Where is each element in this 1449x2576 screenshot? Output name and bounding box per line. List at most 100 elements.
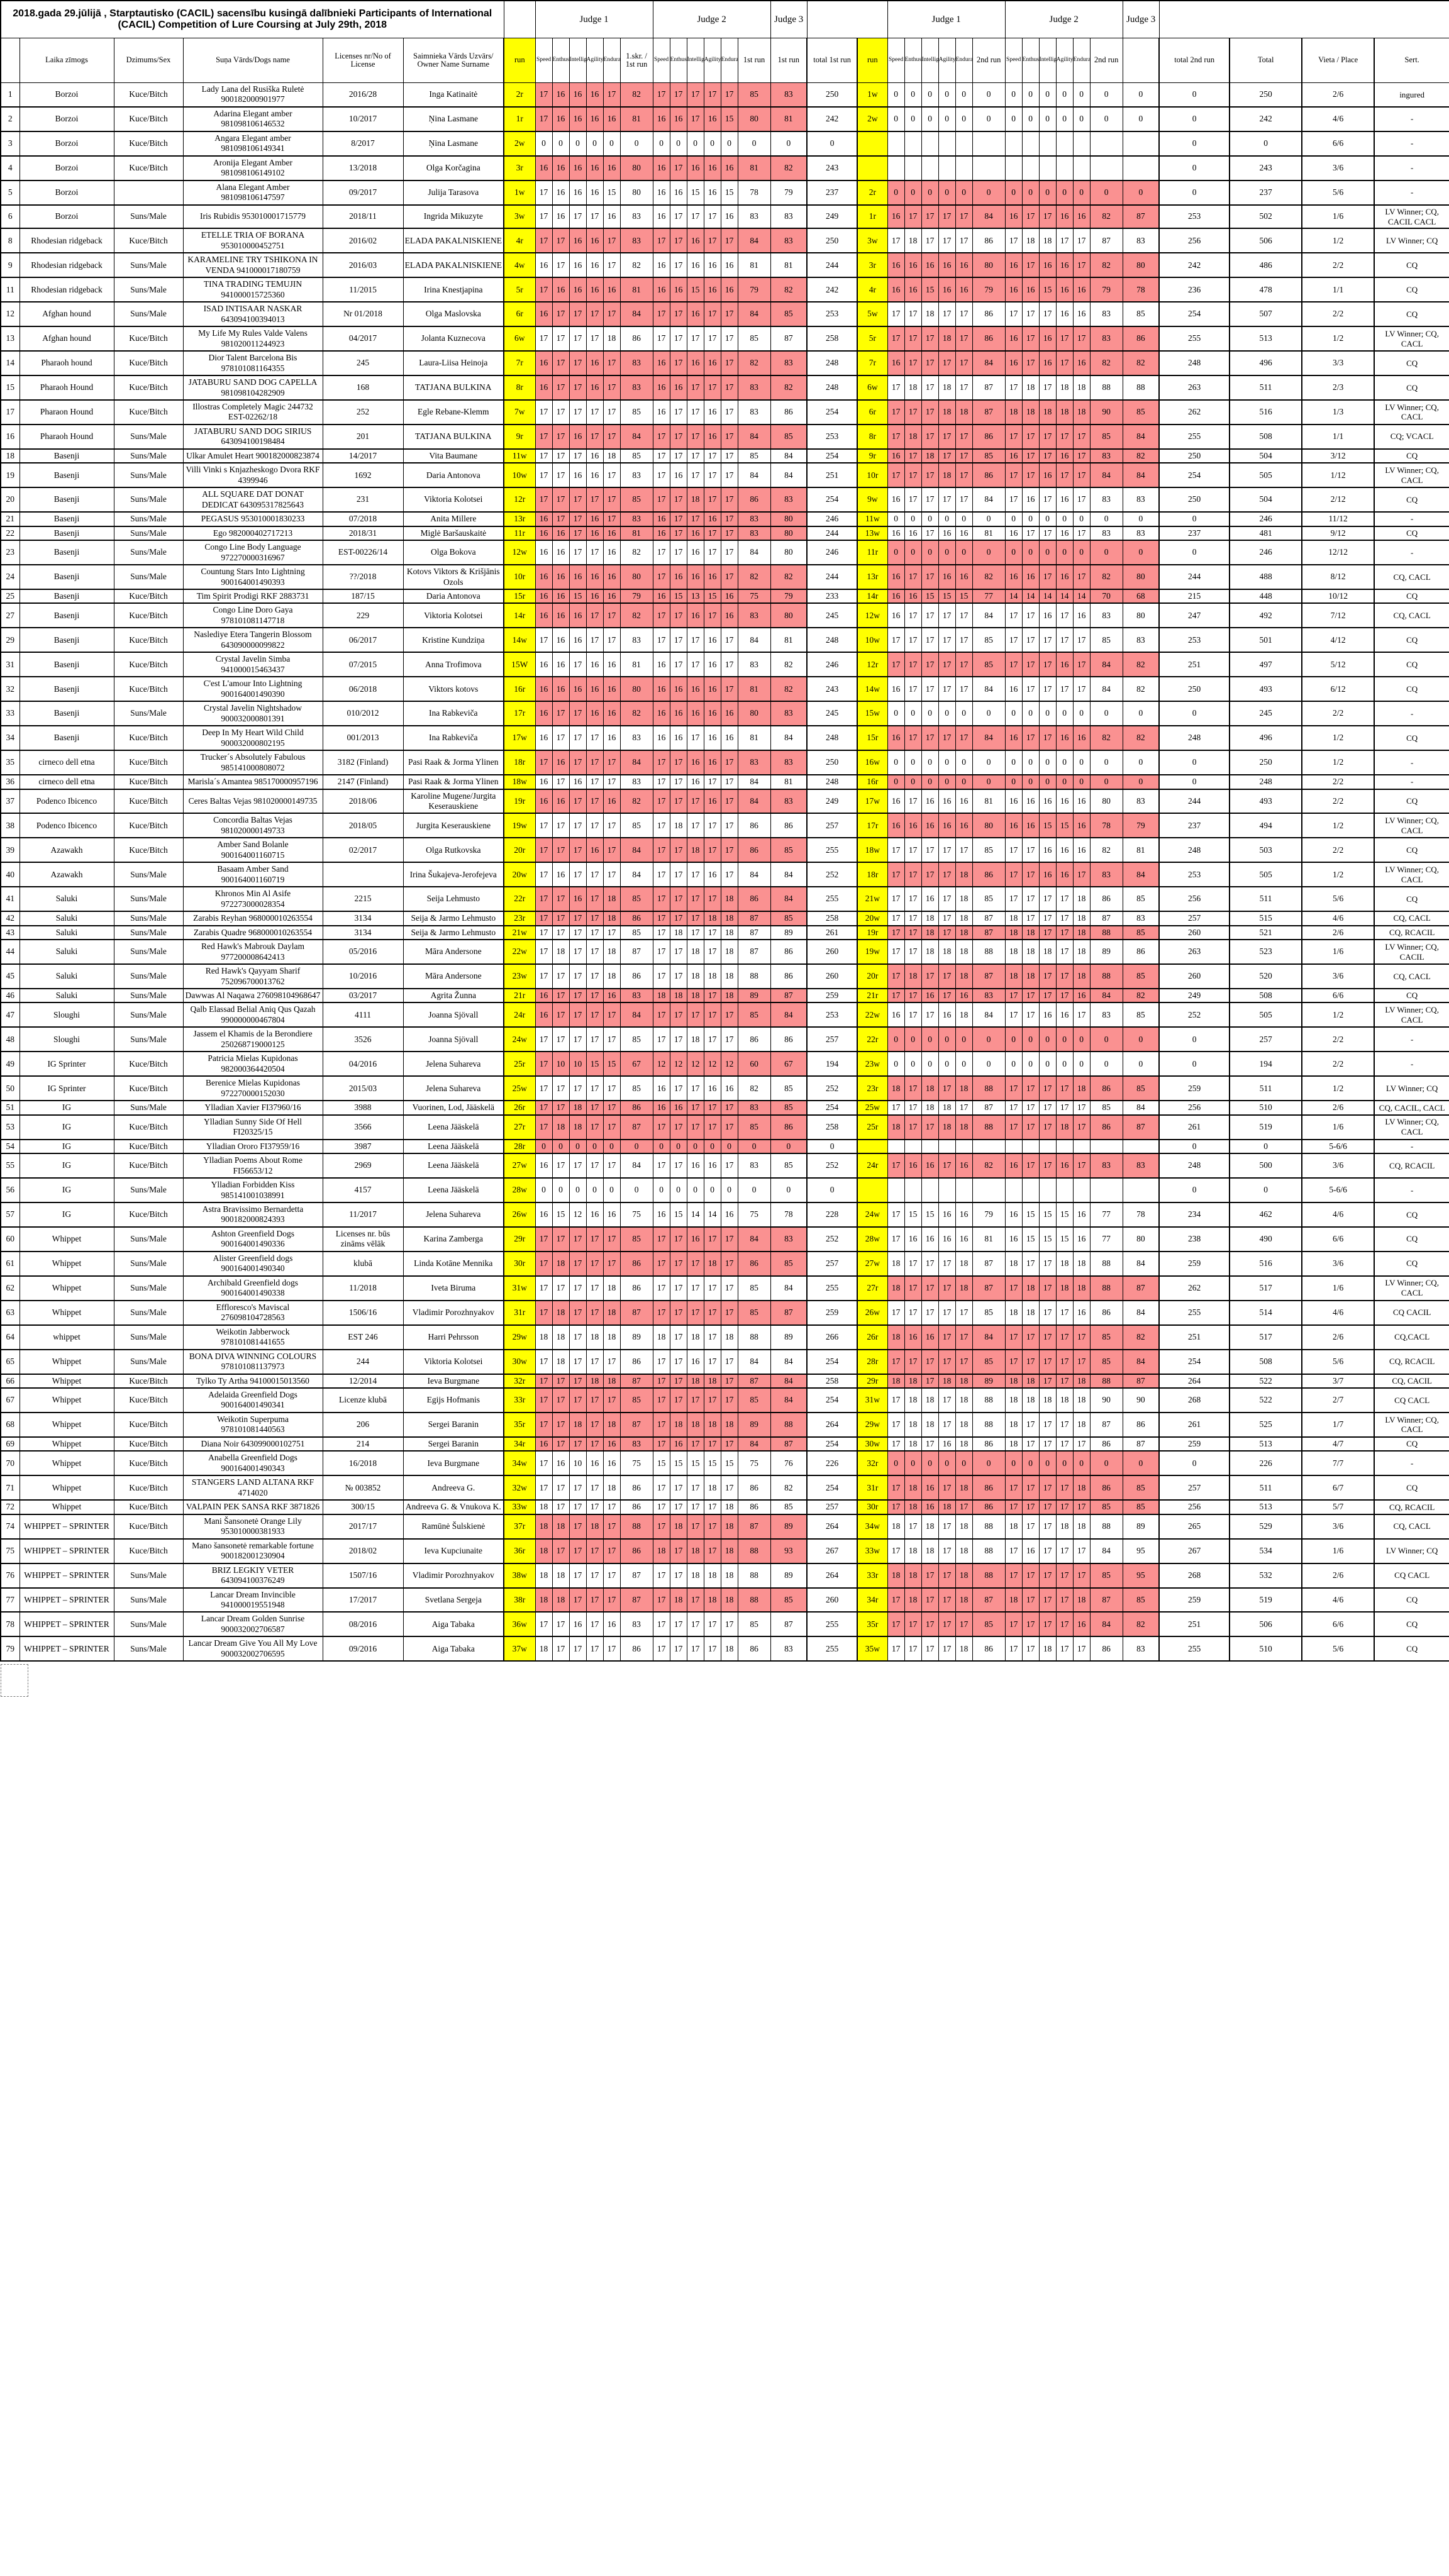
sex-cell[interactable]: Kuce/Bitch (113, 82, 184, 108)
breed-cell[interactable]: Pharaoh hound (19, 350, 114, 377)
judge1-run2-score-cell[interactable]: 17 (955, 448, 973, 464)
judge2-run2-score-cell[interactable] (1004, 131, 1023, 157)
judge2-run2-score-cell[interactable]: 17 (1055, 627, 1074, 653)
judge2-run1-score-cell[interactable]: 17 (686, 1002, 704, 1028)
judge2-run1-score-cell[interactable]: 16 (652, 399, 670, 425)
col-header-sex[interactable]: Dzimums/Sex (113, 38, 184, 83)
judge2-run2-score-cell[interactable]: 17 (1055, 1412, 1074, 1438)
judge3-run2-total-cell[interactable]: 0 (1122, 701, 1160, 727)
judge2-run1-score-cell[interactable]: 17 (669, 204, 687, 230)
breed-cell[interactable]: Whippet (19, 1475, 114, 1501)
judge2-run2-sum-cell[interactable]: 0 (1089, 540, 1123, 566)
judge2-run2-score-cell[interactable]: 17 (1038, 564, 1057, 590)
sex-cell[interactable]: Suns/Male (113, 1324, 184, 1350)
judge2-run1-score-cell[interactable]: 17 (669, 1153, 687, 1179)
judge1-run1-score-cell[interactable]: 17 (586, 326, 604, 352)
judge1-run2-score-cell[interactable]: 17 (921, 564, 939, 590)
total-run2-cell[interactable]: 259 (1158, 1075, 1230, 1102)
judge1-run1-score-cell[interactable]: 17 (602, 813, 621, 839)
run2-order-cell[interactable]: 1r (857, 204, 888, 230)
judge1-run2-score-cell[interactable]: 16 (887, 204, 905, 230)
judge1-run1-score-cell[interactable]: 17 (535, 1611, 553, 1638)
judge1-run1-score-cell[interactable]: 18 (602, 448, 621, 464)
judge2-run1-score-cell[interactable]: 15 (703, 1450, 721, 1477)
judge2-run1-score-cell[interactable]: 16 (686, 526, 704, 541)
judge2-run2-score-cell[interactable]: 16 (1021, 1538, 1040, 1564)
judge1-run2-score-cell[interactable]: 18 (921, 1412, 939, 1438)
judge2-run1-score-cell[interactable]: 17 (669, 1114, 687, 1140)
judge2-run2-score-cell[interactable]: 0 (1004, 180, 1023, 206)
judge2-run2-score-cell[interactable]: 17 (1055, 939, 1074, 965)
breed-cell[interactable]: Afghan hound (19, 301, 114, 328)
breed-cell[interactable]: Whippet (19, 1349, 114, 1375)
total-run2-cell[interactable]: 263 (1158, 375, 1230, 401)
judge1-run1-score-cell[interactable]: 17 (586, 750, 604, 776)
judge1-run2-score-cell[interactable]: 15 (921, 277, 939, 303)
dog-name-cell[interactable]: Naslediye Etera Tangerin Blossom 6430900… (182, 627, 323, 653)
owner-cell[interactable]: Seija & Jarmo Lehmusto (402, 925, 504, 941)
judge3-run1-total-cell[interactable]: 85 (770, 424, 808, 450)
judge1-run1-score-cell[interactable]: 17 (602, 862, 621, 888)
place-cell[interactable]: 6/6 (1301, 1226, 1375, 1252)
judge2-run1-score-cell[interactable]: 17 (720, 424, 738, 450)
judge1-run2-score-cell[interactable]: 17 (904, 652, 922, 678)
run2-order-cell[interactable]: 20r (857, 963, 888, 989)
total-run2-cell[interactable]: 250 (1158, 676, 1230, 702)
sex-cell[interactable]: Suns/Male (113, 1300, 184, 1326)
judge2-run1-score-cell[interactable]: 16 (703, 155, 721, 181)
judge3-run2-total-cell[interactable]: 87 (1122, 1374, 1160, 1389)
judge2-run2-score-cell[interactable]: 17 (1072, 424, 1091, 450)
judge1-run2-score-cell[interactable]: 17 (921, 375, 939, 401)
grand-total-cell[interactable]: 462 (1229, 1202, 1302, 1228)
license-cell[interactable]: 02/2017 (322, 837, 404, 863)
grand-total-cell[interactable]: 248 (1229, 774, 1302, 790)
total-run2-cell[interactable]: 0 (1158, 180, 1230, 206)
license-cell[interactable]: 2215 (322, 886, 404, 913)
judge1-run2-score-cell[interactable]: 17 (904, 1514, 922, 1540)
judge1-run2-score-cell[interactable]: 17 (904, 350, 922, 377)
judge2-run2-score-cell[interactable]: 17 (1038, 424, 1057, 450)
judge2-run1-score-cell[interactable]: 17 (703, 1387, 721, 1413)
judge1-run1-score-cell[interactable]: 17 (569, 1026, 587, 1053)
judge2-run2-sum-cell[interactable]: 83 (1089, 1153, 1123, 1179)
row-number[interactable]: 20 (0, 487, 20, 513)
judge1-run2-score-cell[interactable]: 0 (955, 1051, 973, 1077)
judge2-run1-score-cell[interactable]: 17 (652, 963, 670, 989)
judge1-run2-score-cell[interactable]: 17 (904, 837, 922, 863)
judge1-run1-sum-cell[interactable]: 88 (619, 1514, 653, 1540)
judge1-run2-score-cell[interactable]: 18 (955, 1538, 973, 1564)
sert-cell[interactable]: CQ (1374, 837, 1449, 863)
judge2-run2-score-cell[interactable]: 17 (1072, 1563, 1091, 1589)
judge2-run1-score-cell[interactable]: 16 (652, 375, 670, 401)
judge2-run2-score-cell[interactable]: 18 (1072, 963, 1091, 989)
judge1-run2-score-cell[interactable]: 16 (955, 1226, 973, 1252)
judge2-run1-score-cell[interactable]: 17 (720, 228, 738, 254)
judge2-run1-score-cell[interactable]: 16 (686, 540, 704, 566)
judge2-run1-score-cell[interactable]: 18 (720, 925, 738, 941)
judge1-run1-score-cell[interactable]: 17 (552, 837, 570, 863)
judge1-run1-score-cell[interactable]: 16 (569, 252, 587, 279)
sert-cell[interactable]: - (1374, 511, 1449, 527)
sex-cell[interactable]: Kuce/Bitch (113, 774, 184, 790)
place-cell[interactable]: 4/6 (1301, 106, 1375, 132)
judge2-run1-score-cell[interactable]: 17 (703, 837, 721, 863)
judge2-run2-score-cell[interactable]: 18 (1021, 1275, 1040, 1301)
breed-cell[interactable]: IG (19, 1177, 114, 1203)
judge1-run1-score-cell[interactable]: 17 (535, 1114, 553, 1140)
breed-cell[interactable]: IG Sprinter (19, 1075, 114, 1102)
judge2-run2-score-cell[interactable]: 18 (1072, 375, 1091, 401)
sert-cell[interactable]: - (1374, 1139, 1449, 1155)
judge2-run2-score-cell[interactable]: 0 (1021, 540, 1040, 566)
run1-order-cell[interactable]: 14w (503, 627, 536, 653)
judge2-run1-sum-cell[interactable]: 60 (737, 1051, 771, 1077)
judge2-run1-score-cell[interactable]: 15 (652, 1450, 670, 1477)
judge1-run2-score-cell[interactable]: 17 (955, 627, 973, 653)
judge2-run2-score-cell[interactable]: 17 (1021, 1499, 1040, 1515)
total-run2-cell[interactable]: 268 (1158, 1563, 1230, 1589)
judge3-run1-total-cell[interactable]: 82 (770, 277, 808, 303)
sex-cell[interactable]: Kuce/Bitch (113, 399, 184, 425)
judge1-run2-score-cell[interactable]: 18 (955, 1475, 973, 1501)
judge1-run1-score-cell[interactable]: 17 (552, 1153, 570, 1179)
judge2-run1-score-cell[interactable]: 17 (686, 1275, 704, 1301)
judge2-run1-score-cell[interactable]: 13 (686, 589, 704, 604)
